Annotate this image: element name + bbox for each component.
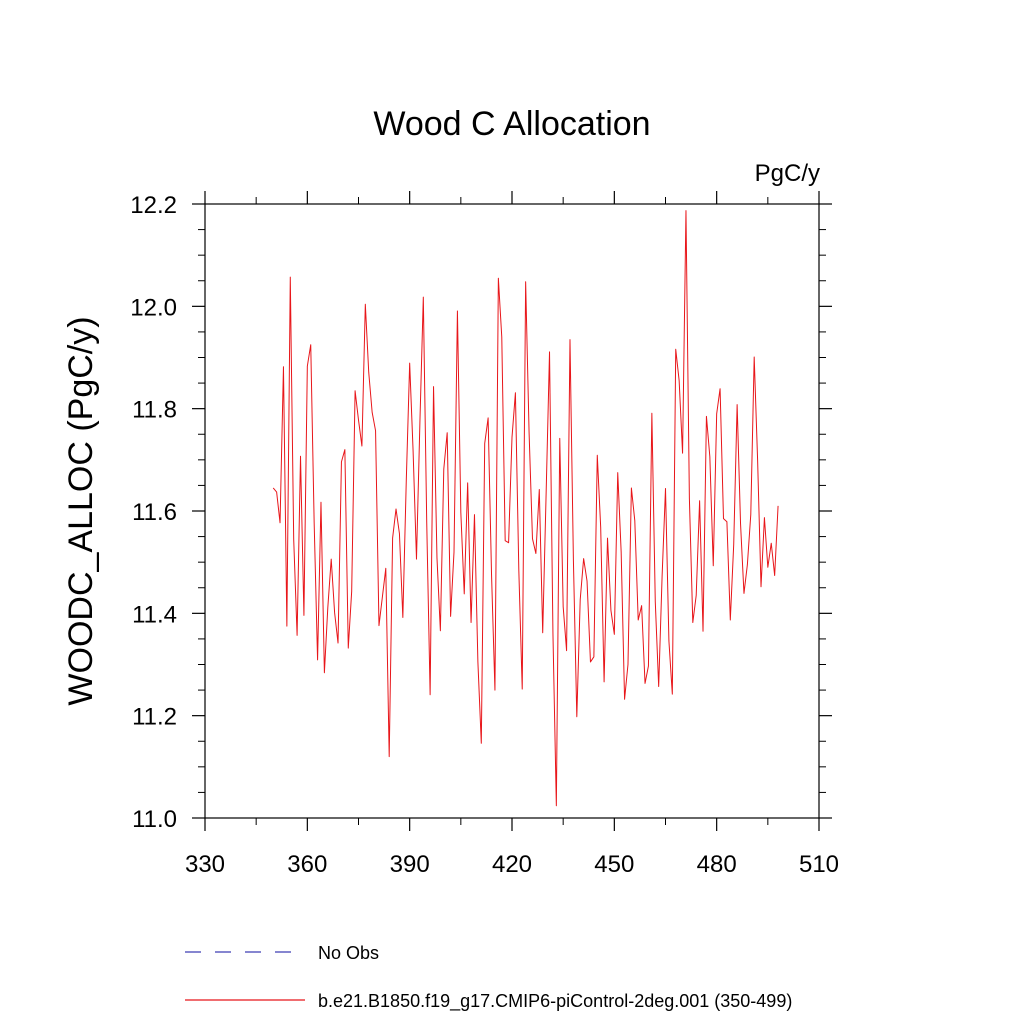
y-axis-label: WOODC_ALLOC (PgC/y) bbox=[62, 316, 100, 705]
y-tick-label: 11.4 bbox=[132, 601, 177, 628]
y-tick-label: 11.2 bbox=[132, 704, 177, 731]
series-line-control-run bbox=[272, 210, 779, 807]
legend: No Obs b.e21.B1850.f19_g17.CMIP6-piContr… bbox=[185, 943, 792, 1012]
x-tick-label: 420 bbox=[492, 851, 532, 878]
x-tick-label: 390 bbox=[390, 851, 430, 878]
x-tick-label: 450 bbox=[594, 851, 634, 878]
x-tick-label: 480 bbox=[697, 851, 737, 878]
y-tick-label: 12.2 bbox=[130, 192, 177, 219]
y-tick-label: 11.6 bbox=[132, 499, 177, 526]
axis-ticks bbox=[192, 191, 832, 831]
y-tick-label: 11.8 bbox=[132, 397, 177, 424]
x-tick-label: 510 bbox=[799, 851, 839, 878]
units-label: PgC/y bbox=[755, 160, 820, 187]
x-tick-label: 330 bbox=[185, 851, 225, 878]
legend-label-no-obs: No Obs bbox=[318, 943, 379, 963]
plot-frame bbox=[204, 203, 820, 819]
y-tick-label: 12.0 bbox=[130, 294, 177, 321]
y-tick-label: 11.0 bbox=[132, 806, 177, 833]
tick-labels: 330 360 390 420 450 480 510 11.0 11.2 11.4 11.6 11.… bbox=[130, 192, 839, 878]
legend-label-control-run: b.e21.B1850.f19_g17.CMIP6-piControl-2deg… bbox=[318, 991, 792, 1012]
series-layer bbox=[272, 210, 779, 807]
x-tick-label: 360 bbox=[287, 851, 327, 878]
chart-title: Wood C Allocation bbox=[373, 105, 650, 143]
